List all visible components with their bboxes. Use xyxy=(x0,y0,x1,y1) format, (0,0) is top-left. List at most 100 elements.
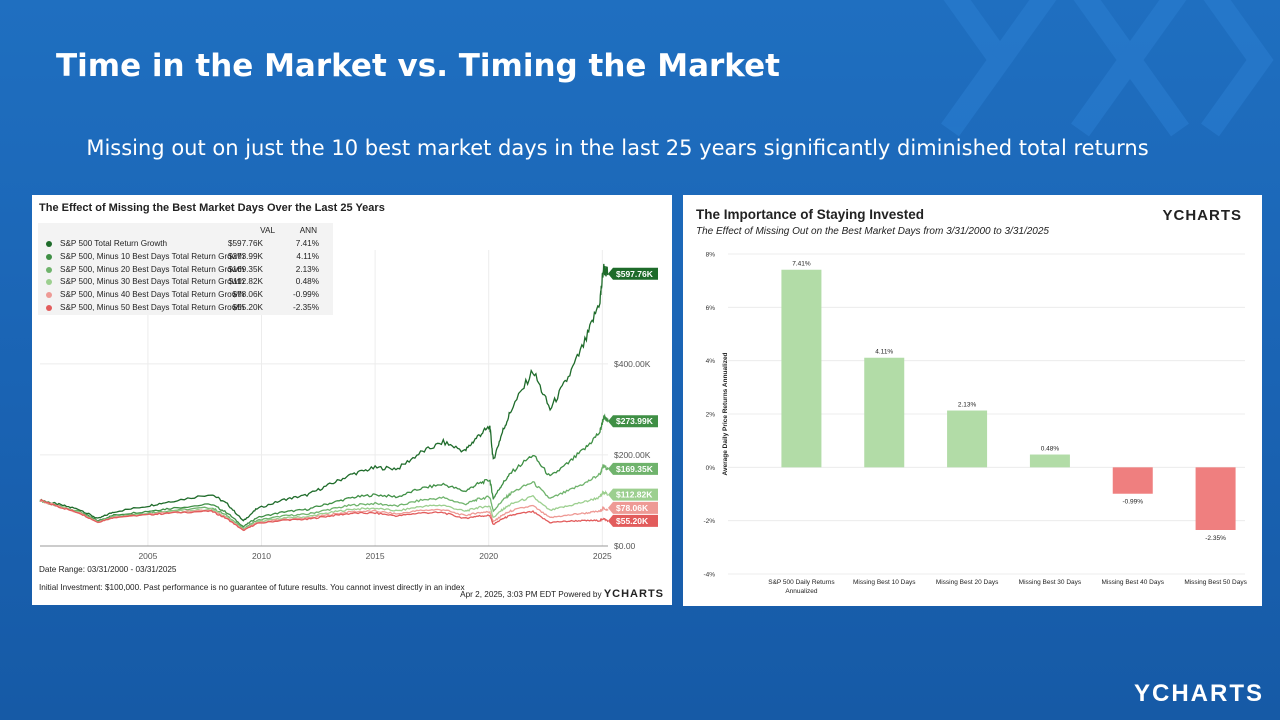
legend-series-ann: 0.48% xyxy=(295,277,319,287)
legend-series-name: S&P 500, Minus 20 Best Days Total Return… xyxy=(60,264,245,274)
ycharts-brand-logo: YCHARTS xyxy=(1133,680,1264,707)
legend-series-ann: 7.41% xyxy=(295,239,319,248)
legend-series-val: $597.76K xyxy=(227,239,263,248)
x-tick-label: 2010 xyxy=(252,551,271,561)
x-tick-label: 2015 xyxy=(366,551,385,561)
ycharts-logo: YCHARTS xyxy=(1162,207,1242,224)
series-line xyxy=(40,499,609,532)
end-label-tag xyxy=(608,415,658,428)
y-tick-label: 0% xyxy=(706,465,716,472)
slide-title: Time in the Market vs. Timing the Market xyxy=(56,48,780,84)
legend-row: S&P 500, Minus 30 Best Days Total Return… xyxy=(38,277,333,289)
x-tick-label: 2025 xyxy=(593,551,612,561)
legend-series-name: S&P 500 Total Return Growth xyxy=(60,239,168,248)
end-label-text: $55.20K xyxy=(616,516,649,526)
category-label: Missing Best 10 Days xyxy=(853,579,916,586)
legend-series-val: $112.82K xyxy=(228,277,263,287)
powered-by: Apr 2, 2025, 3:03 PM EDT Powered by YCHA… xyxy=(460,588,664,600)
bar-data-label: 4.11% xyxy=(875,349,893,356)
y-tick-label: -2% xyxy=(703,518,715,525)
bar xyxy=(781,269,822,468)
legend-series-val: $273.99K xyxy=(227,251,263,261)
end-value-label: $169.35K xyxy=(608,462,658,475)
legend-series-ann: -0.99% xyxy=(293,290,319,300)
bar-chart-panel: The Importance of Staying Invested The E… xyxy=(683,195,1262,606)
legend-header-val: VAL xyxy=(260,226,275,235)
legend-dot xyxy=(46,253,52,260)
series-line xyxy=(39,499,609,531)
legend-series-name: S&P 500, Minus 40 Best Days Total Return… xyxy=(60,290,245,300)
bar-data-label: 0.48% xyxy=(1041,446,1060,453)
date-range: Date Range: 03/31/2000 - 03/31/2025 xyxy=(39,565,177,574)
category-label: S&P 500 Daily Returns Annualized xyxy=(768,579,835,595)
end-label-text: $112.82K xyxy=(616,490,653,500)
background-pattern xyxy=(941,0,1274,137)
series-line xyxy=(39,463,609,529)
legend-series-val: $169.35K xyxy=(227,264,263,274)
end-label-tag xyxy=(608,514,658,527)
series-line xyxy=(39,263,609,522)
x-tick-label: 2020 xyxy=(479,551,498,561)
y-tick-label: $0.00 xyxy=(614,541,636,551)
line-chart: 2005 2010 2015 2020 2025$0.00 $200.00K $400.00… xyxy=(39,250,658,561)
bar xyxy=(1029,454,1070,468)
end-value-label: $273.99K xyxy=(608,415,658,428)
line-chart-title: The Effect of Missing the Best Market Da… xyxy=(39,202,385,214)
end-label-text: $169.35K xyxy=(616,464,654,474)
legend-dot xyxy=(46,292,52,299)
end-label-tag xyxy=(608,501,658,514)
end-label-text: $78.06K xyxy=(616,503,649,513)
y-tick-label: $400.00K xyxy=(614,359,651,369)
legend-header-ann: ANN xyxy=(299,226,317,235)
bar xyxy=(1112,467,1153,494)
y-axis-label: Average Daily Price Returns Annualized xyxy=(722,352,729,475)
end-label-tag xyxy=(608,488,658,501)
bar-chart: 8% 6% 4% 2% 0% -2% -4% Average Daily Price Retu… xyxy=(703,252,1247,596)
end-label-text: $273.99K xyxy=(616,416,654,426)
end-label-tag xyxy=(608,462,658,475)
bar-data-label: -0.99% xyxy=(1122,499,1143,506)
legend-series-name: S&P 500, Minus 50 Best Days Total Return… xyxy=(60,303,245,312)
legend-row: S&P 500, Minus 40 Best Days Total Return… xyxy=(38,290,333,302)
category-label: Missing Best 20 Days xyxy=(936,579,999,586)
legend-dot xyxy=(46,305,52,311)
y-tick-label: $200.00K xyxy=(614,450,651,460)
y-tick-label: -4% xyxy=(703,572,715,579)
bar xyxy=(864,357,905,468)
end-value-label: $597.76K xyxy=(608,267,658,280)
ycharts-small-logo: YCHARTS xyxy=(603,588,664,600)
legend-series-ann: 4.11% xyxy=(296,251,319,261)
legend-row: S&P 500, Minus 10 Best Days Total Return… xyxy=(38,252,333,264)
legend-series-ann: -2.35% xyxy=(293,303,319,312)
bar xyxy=(947,410,988,468)
category-label: Missing Best 30 Days xyxy=(1019,579,1082,586)
legend-row: S&P 500, Minus 20 Best Days Total Return… xyxy=(38,265,333,277)
bar-chart-subtitle: The Effect of Missing Out on the Best Ma… xyxy=(696,226,1049,237)
legend-dot xyxy=(46,266,52,273)
line-chart-legend: VAL ANN S&P 500 Total Return Growth $597… xyxy=(38,223,333,315)
legend-series-name: S&P 500, Minus 30 Best Days Total Return… xyxy=(60,277,245,287)
y-tick-label: 4% xyxy=(706,358,716,365)
legend-dot xyxy=(46,279,52,286)
bar-data-label: 7.41% xyxy=(792,261,811,268)
legend-series-val: $55.20K xyxy=(232,303,263,312)
bar xyxy=(1195,467,1236,530)
end-label-tag xyxy=(608,267,658,280)
x-tick-label: 2005 xyxy=(138,551,157,561)
bar-chart-title: The Importance of Staying Invested xyxy=(696,207,925,222)
category-label: Missing Best 50 Days xyxy=(1184,579,1247,586)
y-tick-label: 6% xyxy=(706,305,716,312)
legend-series-name: S&P 500, Minus 10 Best Days Total Return… xyxy=(60,251,245,261)
y-tick-label: 2% xyxy=(706,412,716,419)
legend-dot xyxy=(46,241,52,247)
series-line xyxy=(39,413,609,528)
legend-row: S&P 500 Total Return Growth $597.76K 7.4… xyxy=(38,239,333,251)
bar-data-label: -2.35% xyxy=(1205,535,1226,542)
legend-row: S&P 500, Minus 50 Best Days Total Return… xyxy=(38,303,333,315)
legend-series-val: $78.06K xyxy=(232,290,263,300)
end-value-label: $78.06K xyxy=(608,501,658,514)
end-value-label: $55.20K xyxy=(608,514,658,527)
category-label: Missing Best 40 Days xyxy=(1102,579,1165,586)
end-label-text: $597.76K xyxy=(616,269,654,279)
y-tick-label: 8% xyxy=(706,252,716,259)
